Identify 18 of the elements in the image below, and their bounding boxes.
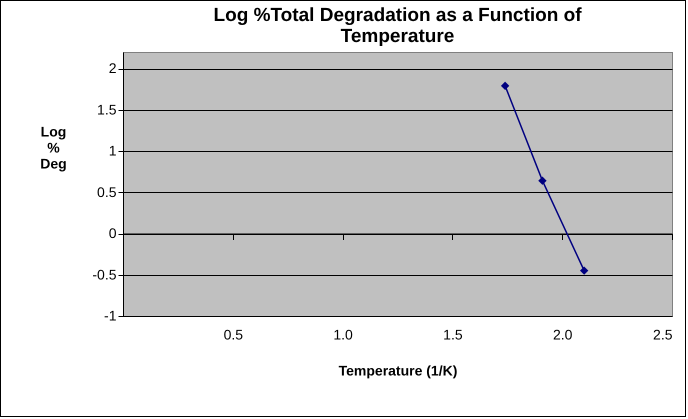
y-axis-title: Log % Deg	[40, 124, 67, 172]
y-tick-label: 1.5	[97, 101, 117, 118]
y-tick-label: 0.5	[97, 184, 117, 200]
point	[500, 82, 510, 90]
x-tick-label: 1.5	[443, 326, 463, 342]
y-tick-label: 0	[108, 225, 117, 241]
x-tick-label: 2.5	[653, 326, 673, 342]
x-axis-title: Temperature (1/K)	[338, 362, 458, 378]
point	[580, 266, 588, 275]
x-tick-label: 1.0	[333, 326, 354, 342]
y-tick-label: -0.5	[92, 266, 117, 282]
y-tick-label: 2	[108, 60, 117, 76]
chart-title: Log %Total Degradation as a Function of Temperature	[213, 5, 582, 47]
point	[538, 176, 547, 185]
y-tick-label: -1	[104, 308, 117, 324]
x-tick-label: 2.0	[552, 326, 573, 342]
x-tick-label: 0.5	[224, 326, 244, 342]
y-tick-label: 1	[108, 142, 117, 158]
